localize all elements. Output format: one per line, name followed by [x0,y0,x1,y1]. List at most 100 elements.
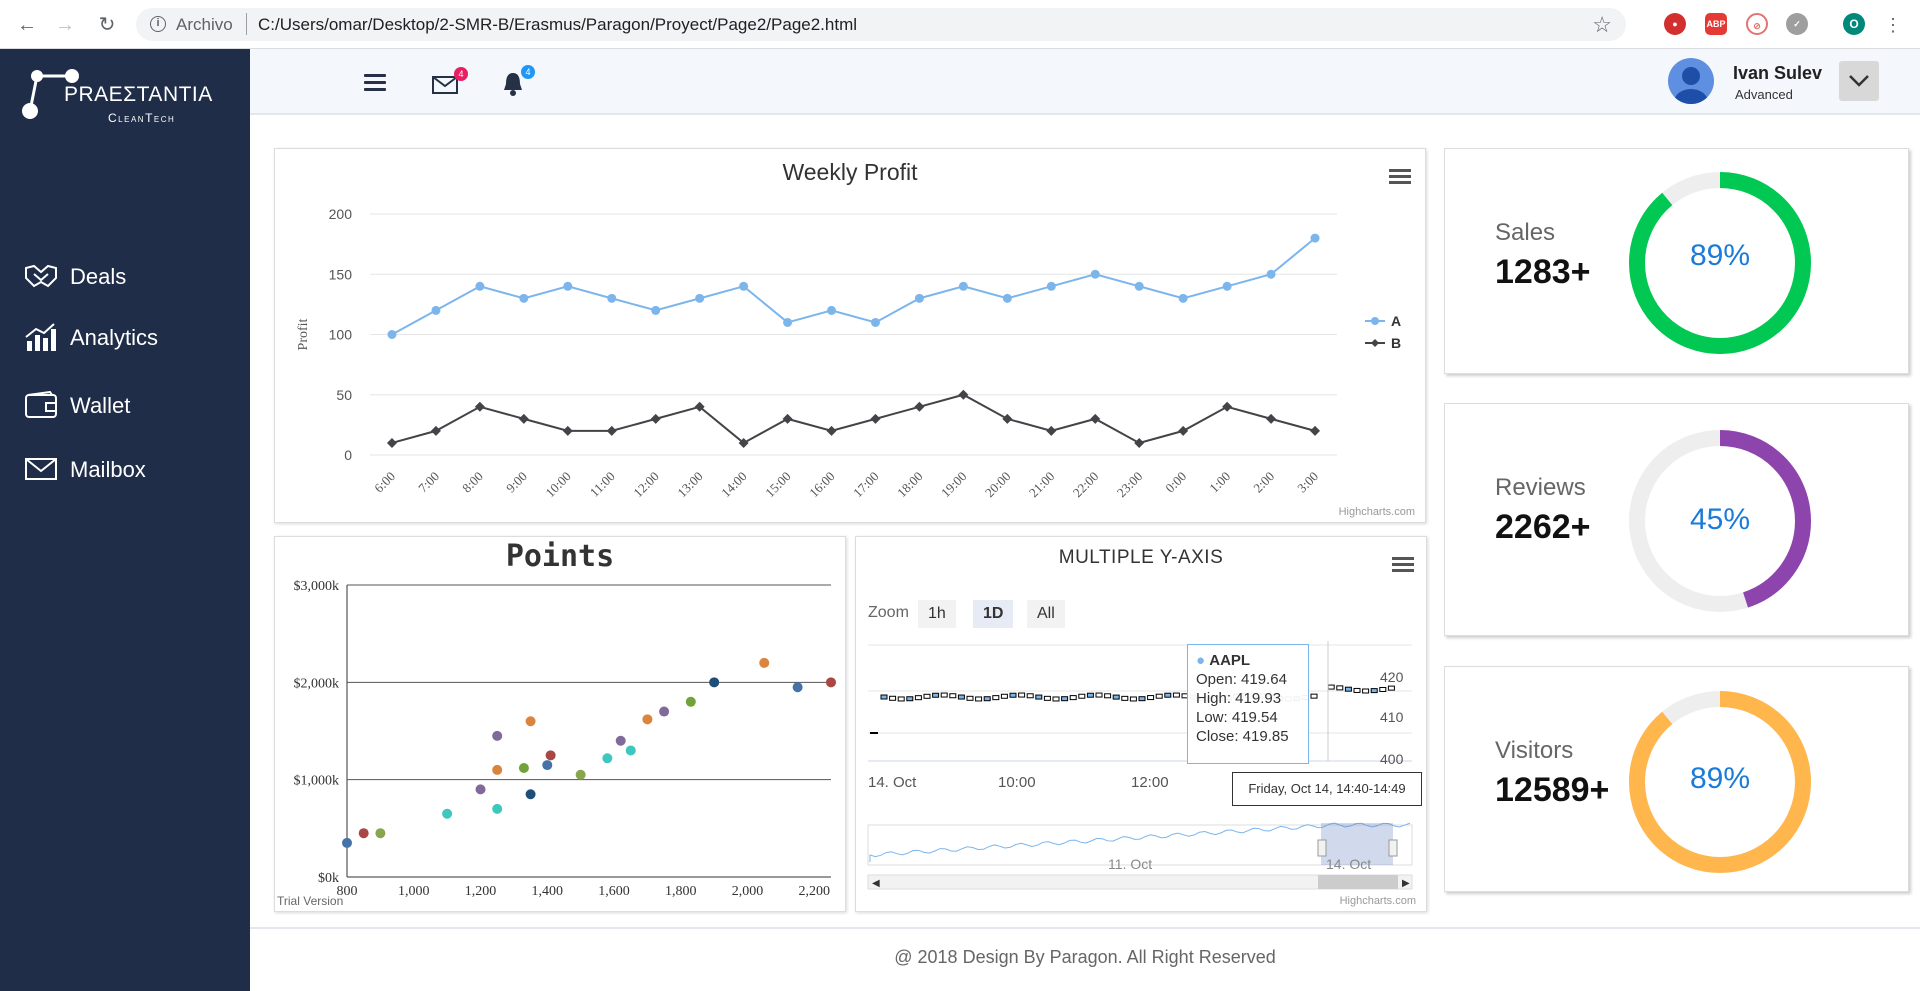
candle [1009,692,1017,698]
data-point [518,413,529,424]
data-point [1222,281,1232,291]
data-point [958,389,969,400]
candle [1095,692,1103,698]
candle [906,696,914,702]
avatar[interactable] [1668,58,1714,104]
donut-progress-arc [1629,172,1811,354]
scatter-point [759,657,770,668]
legend-label: B [1391,335,1401,351]
bell-icon [504,73,522,96]
user-avatar-icon [1674,67,1708,104]
multi-axis-chart: ◀ ▶ [867,641,1413,890]
y-tick-label: $0k [318,871,339,886]
x-tick-label: 1,600 [598,884,630,899]
sidebar-item-wallet[interactable]: Wallet [24,385,244,425]
navigator-scrollbar [867,874,1413,890]
sidebar-item-label: Mailbox [70,457,146,482]
series-line [391,393,1316,445]
user-dropdown-button[interactable] [1839,61,1879,101]
sidebar-item-analytics[interactable]: Analytics [24,317,244,357]
forward-icon[interactable]: → [55,14,75,36]
donut-progress-arc [1629,691,1811,873]
data-point [650,413,661,424]
sidebar-item-mailbox[interactable]: Mailbox [24,449,244,489]
x-tick-label: 11:00 [587,469,618,500]
chart-menu-icon[interactable] [1389,169,1411,187]
x-tick-label: 2:00 [1250,469,1277,496]
scatter-point [642,714,653,725]
scatter-point [685,696,696,707]
stat-label: Reviews [1495,474,1586,501]
browser-menu-icon[interactable]: ⋮ [1884,15,1902,35]
bookmark-star-icon[interactable]: ☆ [1592,12,1612,37]
x-tick-label: 1:00 [1206,469,1233,496]
candle [897,696,905,702]
scatter-point [442,808,453,819]
data-point [1310,233,1320,243]
candle [957,694,965,700]
x-tick-label: 22:00 [1070,469,1102,501]
range-selector: Zoom 1h 1D All [868,600,1168,630]
sidebar-item-deals[interactable]: Deals [24,256,244,296]
stat-value: 1283+ [1495,253,1591,291]
adblock-ext-icon[interactable]: ● [1664,13,1686,35]
data-point [783,317,793,327]
stat-value: 2262+ [1495,508,1591,546]
data-point [519,293,529,303]
stat-percent: 45% [1689,503,1751,536]
x-tick-label: 8:00 [459,469,486,496]
sidebar-item-label: Analytics [70,325,159,350]
range-1d-button[interactable]: 1D [973,600,1014,628]
address-bar[interactable]: i Archivo C:/Users/omar/Desktop/2-SMR-B/… [136,8,1626,41]
back-icon[interactable]: ← [17,14,37,36]
hamburger-menu-icon[interactable] [364,74,386,92]
data-point [826,425,837,436]
candle [1035,694,1043,700]
browser-toolbar: ← → ↻ i Archivo C:/Users/omar/Desktop/2-… [0,0,1920,49]
profile-avatar[interactable]: O [1843,13,1865,35]
sidebar-item-label: Deals [70,264,127,289]
sales-card: Sales 1283+ 89% [1444,148,1909,374]
data-point [738,437,749,448]
x-tick-label: 6:00 [371,469,398,496]
y-tick-label: 50 [336,387,352,403]
url-text[interactable]: C:/Users/omar/Desktop/2-SMR-B/Erasmus/Pa… [258,15,858,34]
candle [1362,688,1370,694]
donut-progress-arc [1629,430,1811,612]
info-icon[interactable]: i [150,16,166,32]
x-tick-label: 12:00 [630,469,662,501]
chart-credit: Trial Version [277,894,344,908]
footer-text: @ 2018 Design By Paragon. All Right Rese… [894,947,1276,967]
stat-label: Sales [1495,219,1556,246]
range-all-button[interactable]: All [1027,600,1065,628]
data-point [562,425,573,436]
notifications-button[interactable]: 4 [501,65,535,102]
candle [992,695,1000,701]
candle [1078,693,1086,699]
data-point [695,293,705,303]
chart-credit[interactable]: Highcharts.com [1339,895,1416,907]
x-tick-label: 20:00 [982,469,1014,501]
tooltip-open: Open: 419.64 [1196,671,1287,688]
scatter-point [659,706,670,717]
candle [1336,685,1344,691]
mail-button[interactable]: 4 [432,67,468,100]
chart-menu-icon[interactable] [1392,557,1414,575]
data-point [914,293,924,303]
data-point [1178,293,1188,303]
brand-logo[interactable]: PRAEΣTANTIA CleanTech [22,61,222,131]
scatter-point [826,677,836,688]
visitors-donut [1629,691,1811,873]
extension-icon[interactable]: ✓ [1786,13,1808,35]
data-point [1002,413,1013,424]
candle [1379,686,1387,692]
zoom-label: Zoom [868,604,909,621]
range-1h-button[interactable]: 1h [918,600,956,628]
chart-credit[interactable]: Highcharts.com [1338,506,1415,518]
abp-ext-icon[interactable]: ABP [1705,13,1727,35]
brand-sub: CleanTech [108,111,176,125]
block-ext-icon[interactable]: ⊘ [1746,13,1768,35]
reload-icon[interactable]: ↻ [98,14,116,36]
scatter-point [358,828,369,839]
tooltip-close: Close: 419.85 [1196,728,1289,745]
